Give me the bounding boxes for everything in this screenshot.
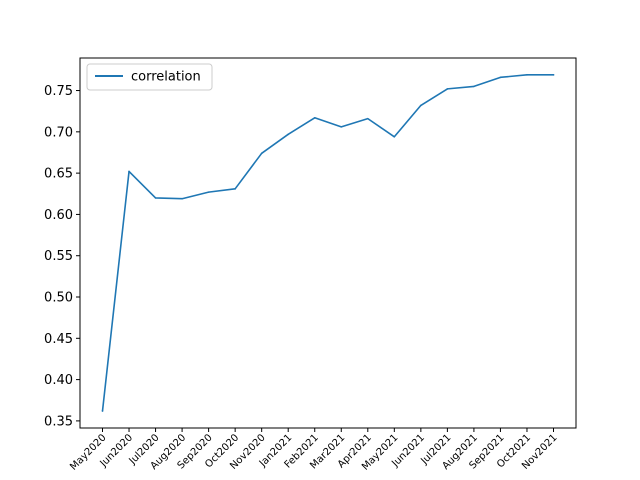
data-point: [446, 88, 449, 90]
data-point: [154, 197, 157, 199]
data-point: [526, 74, 528, 76]
data-point: [366, 117, 369, 120]
y-tick-label: 0.55: [44, 249, 73, 264]
data-point: [234, 188, 236, 190]
legend-label-correlation: correlation: [131, 70, 201, 85]
data-point: [128, 170, 130, 173]
y-tick-label: 0.70: [44, 125, 73, 140]
data-point: [393, 135, 396, 138]
plot-area-frame: [79, 57, 577, 429]
y-tick-label: 0.45: [44, 332, 73, 347]
y-tick-label: 0.50: [44, 291, 73, 306]
data-point: [420, 104, 422, 107]
legend: correlation: [86, 63, 213, 91]
y-tick-label: 0.40: [44, 373, 73, 388]
data-point: [260, 152, 263, 155]
y-axis: 0.35 0.40 0.45 0.50 0.55 0.60 0.65 0.70 0.75: [44, 84, 80, 429]
y-tick-label: 0.75: [44, 84, 73, 99]
data-point: [207, 191, 210, 193]
data-point: [287, 133, 290, 136]
series-layer: [101, 74, 555, 412]
x-axis: May2020Jun2020Jul2020Aug2020Sep2020Oct20…: [68, 428, 560, 473]
legend-box: [86, 63, 213, 91]
y-tick-label: 0.60: [44, 208, 73, 223]
data-point: [340, 126, 343, 128]
data-point: [101, 410, 104, 412]
data-point: [181, 197, 183, 200]
data-point: [552, 74, 555, 76]
y-tick-label: 0.65: [44, 167, 73, 182]
series-line-correlation: [101, 74, 555, 412]
y-tick-label: 0.35: [44, 414, 73, 429]
data-point: [473, 85, 475, 88]
data-point: [313, 116, 316, 119]
data-point: [499, 76, 502, 79]
